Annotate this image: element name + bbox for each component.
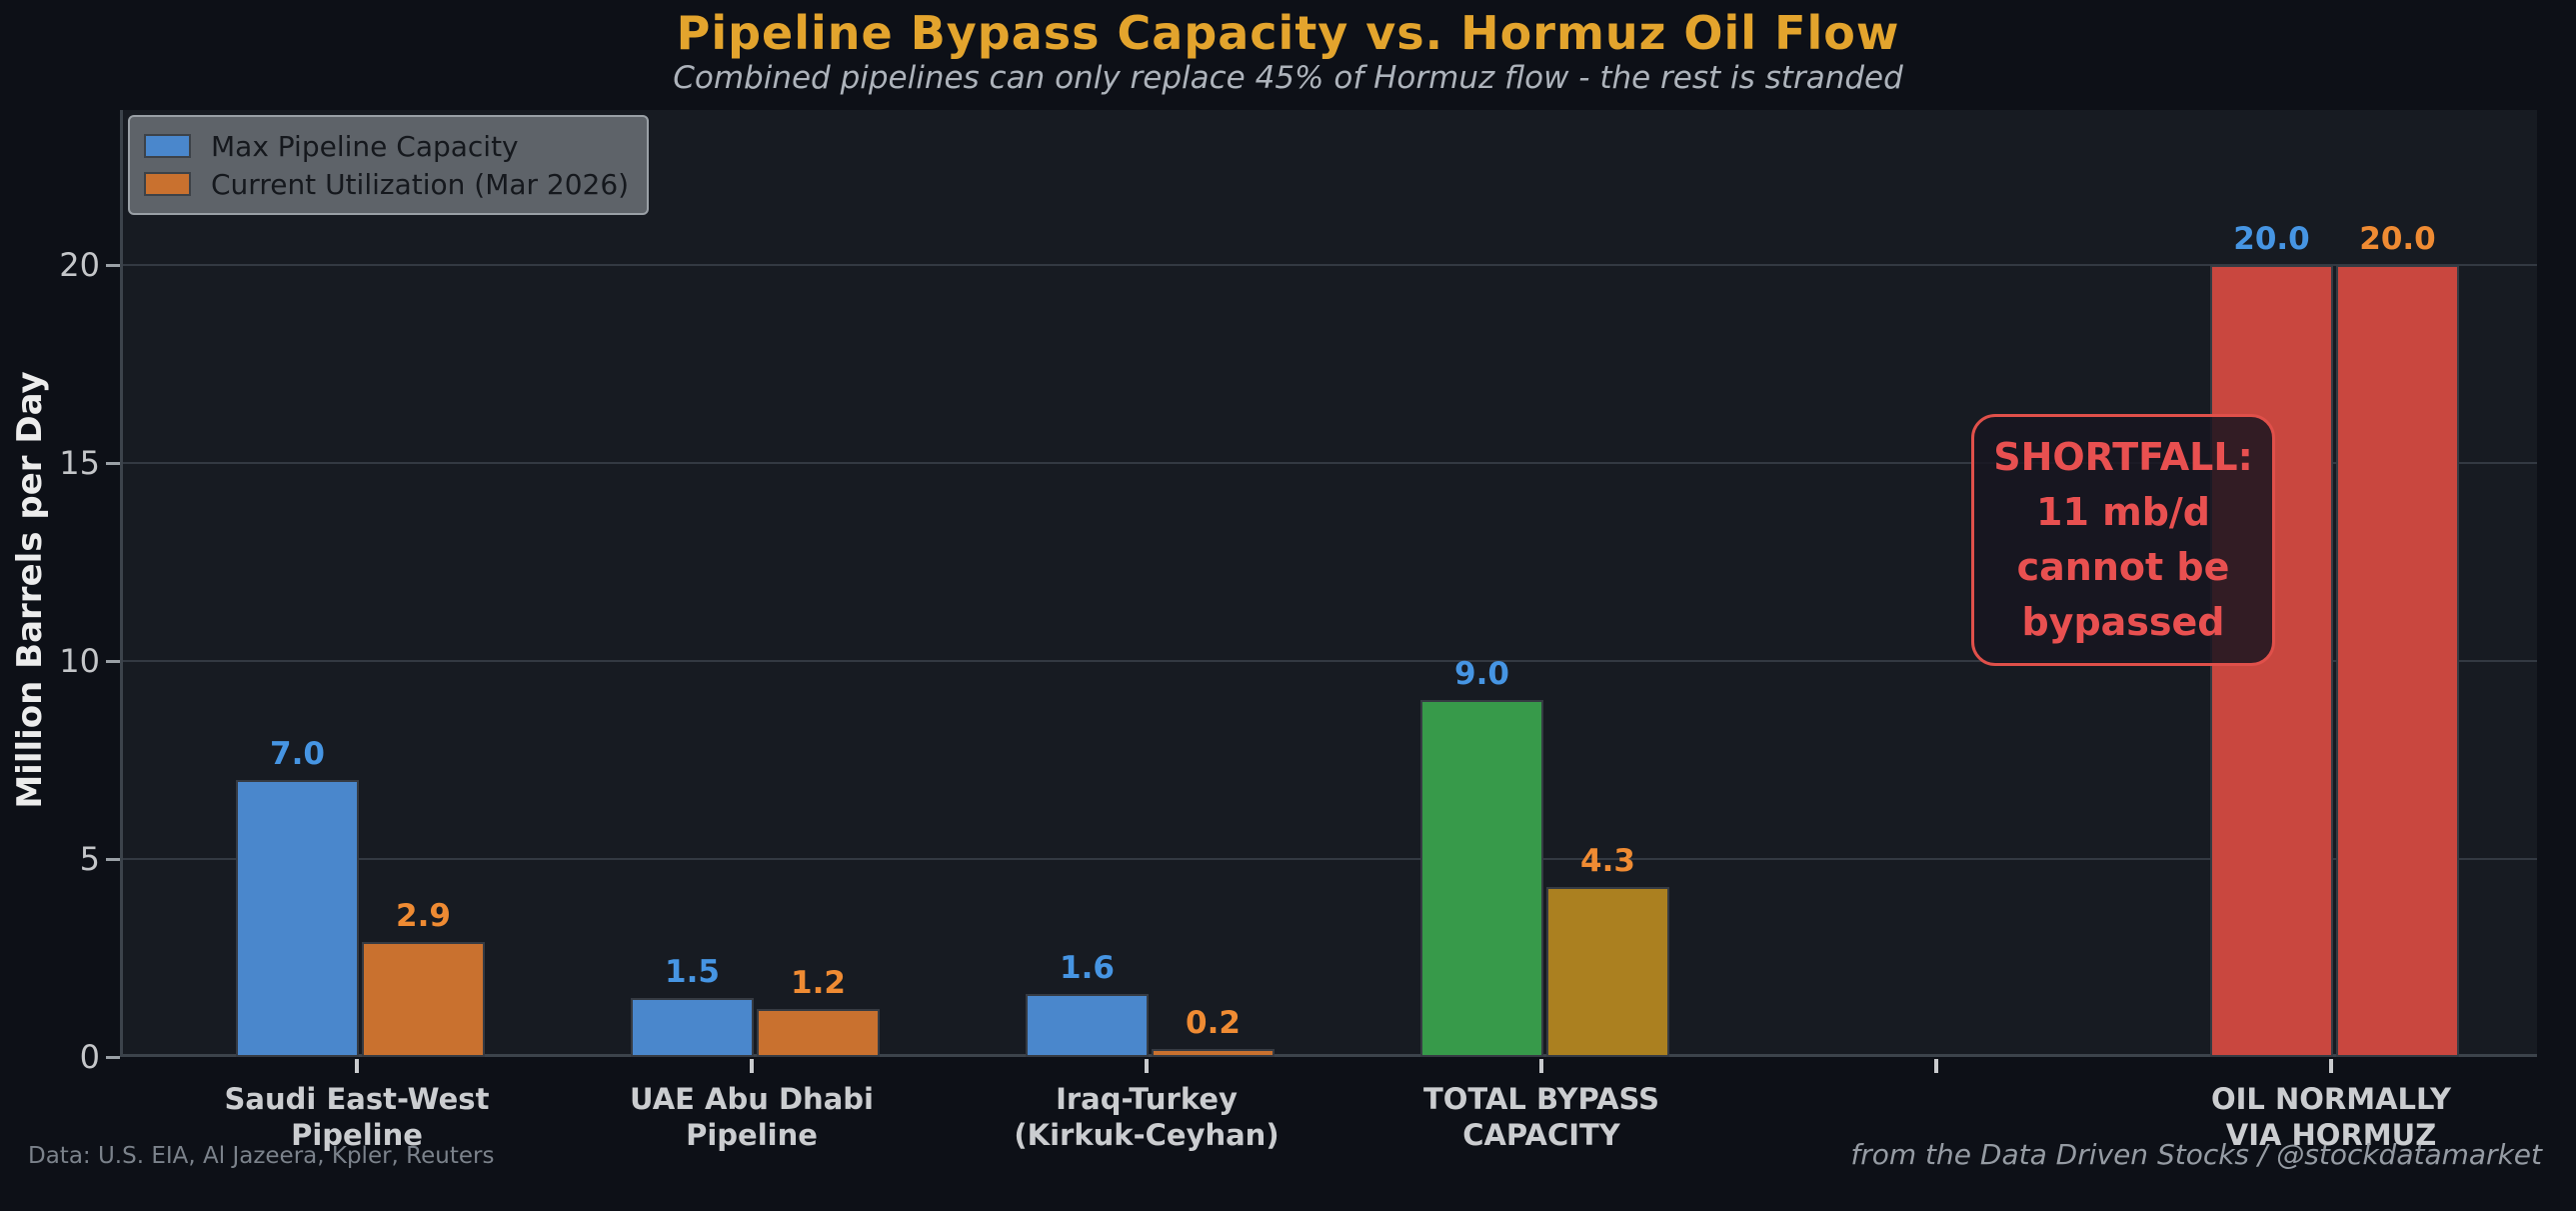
y-tick-mark xyxy=(106,659,120,663)
bar-value-label: 1.5 xyxy=(665,953,720,990)
bar-value-label: 9.0 xyxy=(1454,656,1509,693)
bar xyxy=(631,997,754,1057)
x-tick-mark xyxy=(355,1059,359,1073)
gridline xyxy=(123,263,2537,266)
y-tick-label: 20 xyxy=(59,245,100,284)
x-tick-mark xyxy=(750,1059,754,1073)
y-tick-label: 10 xyxy=(59,641,100,680)
bar-value-label: 1.2 xyxy=(791,965,846,1002)
y-tick-mark xyxy=(106,1056,120,1059)
attribution-note: from the Data Driven Stocks / @stockdata… xyxy=(1850,1138,2542,1171)
y-tick-mark xyxy=(106,461,120,465)
category-label: Iraq-Turkey (Kirkuk-Ceyhan) xyxy=(1014,1082,1280,1152)
x-tick-mark xyxy=(2329,1059,2333,1073)
x-tick-mark xyxy=(1934,1059,1938,1073)
bar-value-label: 20.0 xyxy=(2233,220,2310,257)
bar-value-label: 7.0 xyxy=(270,735,325,772)
category-label: OIL NORMALLY VIA HORMUZ xyxy=(2210,1082,2451,1152)
x-tick-mark xyxy=(1539,1059,1543,1073)
bar xyxy=(236,779,359,1057)
chart-title: Pipeline Bypass Capacity vs. Hormuz Oil … xyxy=(676,6,1900,60)
legend-item: Max Pipeline Capacity xyxy=(144,127,629,165)
bar xyxy=(2336,264,2459,1057)
y-tick-label: 15 xyxy=(59,443,100,482)
category-label: UAE Abu Dhabi Pipeline xyxy=(630,1082,874,1152)
gridline xyxy=(123,659,2537,662)
y-tick-label: 5 xyxy=(79,839,100,878)
gridline xyxy=(123,857,2537,860)
y-tick-mark xyxy=(106,857,120,861)
bar-value-label: 2.9 xyxy=(396,898,451,935)
bar xyxy=(362,942,485,1057)
bar-value-label: 4.3 xyxy=(1580,842,1635,879)
shortfall-annotation: SHORTFALL: 11 mb/d cannot be bypassed xyxy=(1971,414,2275,666)
bar xyxy=(1026,993,1149,1057)
bar xyxy=(1152,1049,1275,1057)
bar xyxy=(757,1009,880,1057)
category-label: Saudi East-West Pipeline xyxy=(224,1082,490,1152)
legend-swatch xyxy=(144,134,191,158)
bar-value-label: 1.6 xyxy=(1060,949,1115,986)
legend: Max Pipeline Capacity Current Utilization… xyxy=(128,115,650,215)
legend-item: Current Utilization (Mar 2026) xyxy=(144,165,629,203)
x-tick-mark xyxy=(1145,1059,1149,1073)
bar xyxy=(1420,700,1543,1057)
bar-value-label: 0.2 xyxy=(1186,1005,1241,1042)
y-tick-mark xyxy=(106,263,120,267)
chart-subtitle: Combined pipelines can only replace 45% … xyxy=(673,60,1903,96)
bar-value-label: 20.0 xyxy=(2359,220,2436,257)
gridline xyxy=(123,461,2537,464)
bar xyxy=(1546,886,1669,1057)
y-axis-label: Million Barrels per Day xyxy=(10,371,50,809)
legend-label: Current Utilization (Mar 2026) xyxy=(211,167,630,201)
legend-swatch xyxy=(144,172,191,196)
data-source-note: Data: U.S. EIA, Al Jazeera, Kpler, Reute… xyxy=(28,1143,495,1169)
legend-label: Max Pipeline Capacity xyxy=(211,129,519,163)
category-label: TOTAL BYPASS CAPACITY xyxy=(1422,1082,1659,1152)
y-tick-label: 0 xyxy=(79,1038,100,1076)
